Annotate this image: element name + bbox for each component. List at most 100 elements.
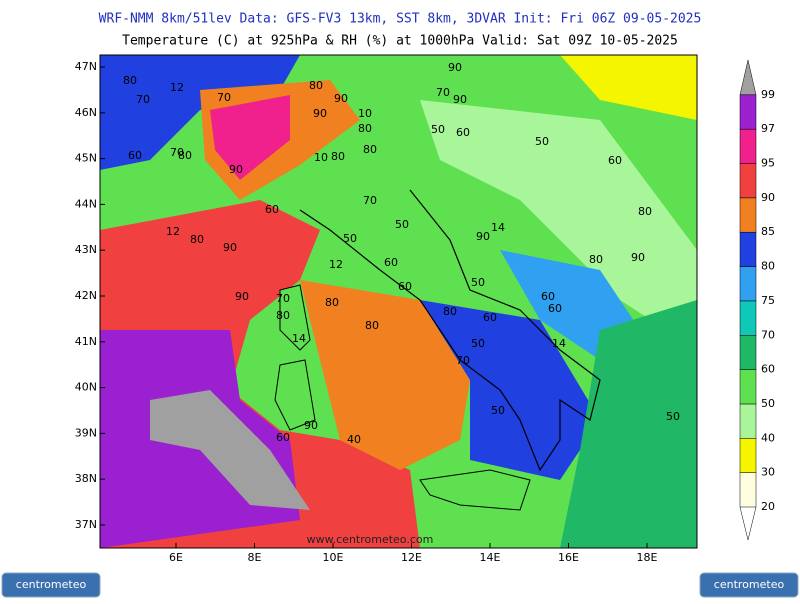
contour-label: 50 bbox=[471, 337, 485, 350]
contour-label: 90 bbox=[223, 241, 237, 254]
contour-label: 60 bbox=[128, 149, 142, 162]
colorbar-band bbox=[739, 266, 757, 302]
lat-label: 39N bbox=[75, 426, 97, 439]
colorbar-band bbox=[739, 438, 757, 473]
header-line2: Temperature (C) at 925hPa & RH (%) at 10… bbox=[122, 34, 678, 49]
contour-label: 50 bbox=[666, 410, 680, 423]
contour-label: 60 bbox=[276, 431, 290, 444]
contour-label: 12 bbox=[329, 258, 343, 271]
map-frame bbox=[99, 54, 698, 549]
contour-label: 60 bbox=[541, 290, 555, 303]
logo-text[interactable]: centrometeo bbox=[714, 578, 785, 591]
logo-left[interactable]: centrometeo bbox=[1, 572, 101, 598]
contour-label: 70 bbox=[363, 194, 377, 207]
colorbar-band bbox=[739, 94, 757, 130]
contour-label: 60 bbox=[483, 311, 497, 324]
contour-label: 90 bbox=[334, 92, 348, 105]
lat-label: 42N bbox=[75, 289, 97, 302]
colorbar-label: 60 bbox=[761, 363, 775, 376]
contour-label: 60 bbox=[398, 280, 412, 293]
contour-label: 80 bbox=[363, 143, 377, 156]
contour-label: 50 bbox=[535, 135, 549, 148]
coastline bbox=[299, 189, 601, 472]
contour-label: 70 bbox=[276, 292, 290, 305]
contour-label: 80 bbox=[276, 309, 290, 322]
region bbox=[100, 55, 300, 170]
logo-box[interactable] bbox=[1, 572, 101, 598]
contour-label: 50 bbox=[343, 232, 357, 245]
contour-label: 80 bbox=[309, 79, 323, 92]
contour-label: 80 bbox=[325, 296, 339, 309]
lat-label: 44N bbox=[75, 197, 97, 210]
lat-label: 47N bbox=[75, 60, 97, 73]
contour-label: 90 bbox=[448, 61, 462, 74]
colorbar-label: 80 bbox=[761, 260, 775, 273]
lat-label: 38N bbox=[75, 472, 97, 485]
contour-label: 12 bbox=[166, 225, 180, 238]
lat-label: 41N bbox=[75, 335, 97, 348]
colorbar-label: 30 bbox=[761, 466, 775, 479]
contour-label: 70 bbox=[136, 93, 150, 106]
contour-label: 90 bbox=[476, 230, 490, 243]
contour-label: 80 bbox=[190, 233, 204, 246]
colorbar-label: 85 bbox=[761, 225, 775, 238]
colorbar-label: 99 bbox=[761, 88, 775, 101]
contour-label: 60 bbox=[384, 256, 398, 269]
contour-label: 80 bbox=[638, 205, 652, 218]
colorbar-label: 40 bbox=[761, 431, 775, 444]
contour-label: 14 bbox=[552, 337, 566, 350]
contour-label: 80 bbox=[443, 305, 457, 318]
colorbar-label: 75 bbox=[761, 294, 775, 307]
contour-label: 70 bbox=[436, 86, 450, 99]
region bbox=[560, 55, 697, 120]
lon-label: 8E bbox=[248, 551, 262, 564]
logo-box[interactable] bbox=[699, 572, 799, 598]
contour-label: 90 bbox=[304, 419, 318, 432]
contour-label: 90 bbox=[631, 251, 645, 264]
contour-label: 10 bbox=[314, 151, 328, 164]
colorbar-band bbox=[739, 300, 757, 336]
colorbar-band bbox=[739, 335, 757, 370]
colorbar-band bbox=[739, 472, 757, 508]
lon-label: 6E bbox=[169, 551, 183, 564]
colorbar-label: 95 bbox=[761, 157, 775, 170]
contour-label: 90 bbox=[313, 107, 327, 120]
contour-label: 80 bbox=[331, 150, 345, 163]
contour-label: 12 bbox=[170, 81, 184, 94]
contour-label: 80 bbox=[178, 149, 192, 162]
lat-label: 46N bbox=[75, 106, 97, 119]
contour-label: 40 bbox=[347, 433, 361, 446]
contour-label: 80 bbox=[358, 122, 372, 135]
colorbar-band bbox=[739, 128, 757, 164]
logo-right[interactable]: centrometeo bbox=[699, 572, 799, 598]
contour-label: 60 bbox=[456, 126, 470, 139]
header-line1: WRF-NMM 8km/51lev Data: GFS-FV3 13km, SS… bbox=[99, 12, 702, 27]
contour-label: 90 bbox=[453, 93, 467, 106]
contour-label: 60 bbox=[548, 302, 562, 315]
region bbox=[300, 280, 470, 470]
colorbar-label: 70 bbox=[761, 328, 775, 341]
colorbar-label: 50 bbox=[761, 397, 775, 410]
contour-label: 60 bbox=[265, 203, 279, 216]
contour-label: 80 bbox=[123, 74, 137, 87]
lon-label: 18E bbox=[637, 551, 658, 564]
region bbox=[420, 100, 697, 350]
contour-label: 60 bbox=[608, 154, 622, 167]
region bbox=[150, 390, 310, 510]
lon-label: 16E bbox=[558, 551, 579, 564]
contour-label: 14 bbox=[292, 332, 306, 345]
lat-label: 37N bbox=[75, 518, 97, 531]
colorbar-top bbox=[739, 59, 757, 96]
colorbar-band bbox=[739, 231, 757, 267]
contour-label: 50 bbox=[395, 218, 409, 231]
colorbar-label: 97 bbox=[761, 122, 775, 135]
contour-label: 50 bbox=[491, 404, 505, 417]
lon-label: 14E bbox=[480, 551, 501, 564]
map bbox=[99, 54, 698, 549]
logo-text[interactable]: centrometeo bbox=[16, 578, 87, 591]
colorbar-bottom bbox=[739, 506, 757, 541]
contour-label: 10 bbox=[358, 107, 372, 120]
contour-label: 70 bbox=[456, 354, 470, 367]
lat-label: 40N bbox=[75, 381, 97, 394]
colorbar-label: 90 bbox=[761, 191, 775, 204]
